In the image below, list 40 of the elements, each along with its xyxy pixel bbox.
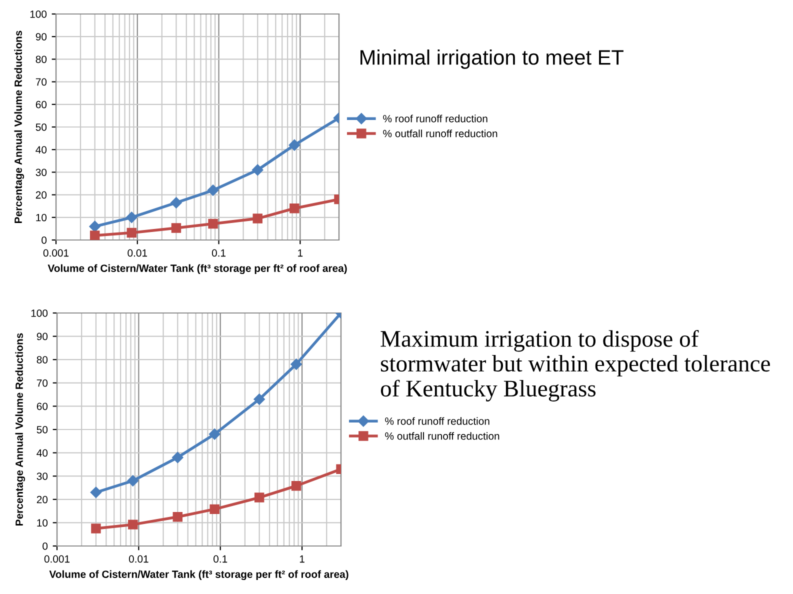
x-tick-label: 0.01	[128, 249, 148, 257]
y-tick-label: 100	[31, 310, 48, 317]
y-tick-label: 40	[36, 146, 47, 154]
y-tick-label: 70	[36, 379, 48, 387]
y-tick-label: 20	[36, 191, 47, 199]
y-tick-label: 50	[36, 426, 48, 434]
y-tick-label: 60	[36, 100, 47, 108]
y-tick-label: 40	[36, 449, 48, 457]
y-tick-label: 100	[30, 10, 47, 18]
text: Maximum irrigation to dispose of stormwater but within expected tolerance of Kentucky Bluegrass	[380, 330, 770, 402]
y-tick-label: 50	[36, 124, 47, 131]
legend-label: % roof runoff reduction	[385, 417, 490, 425]
text: Minimal irrigation to meet ET	[360, 49, 624, 69]
x-axis-title: Volume of Cistern/Water Tank (ft³ storage per ft² of roof area)	[49, 570, 348, 580]
y-axis-title: Percentage Annual Volume Reductions	[15, 333, 26, 526]
x-tick-label: 1	[300, 555, 304, 563]
x-tick-label: 1	[298, 249, 303, 257]
y-tick-label: 10	[37, 519, 48, 527]
x-tick-label: 0.1	[212, 249, 226, 257]
y-tick-label: 80	[36, 356, 48, 364]
y-tick-label: 0	[42, 236, 47, 244]
y-tick-label: 30	[36, 472, 48, 480]
y-tick-label: 0	[42, 542, 48, 550]
y-tick-label: 90	[36, 332, 48, 340]
y-tick-label: 10	[36, 214, 47, 222]
y-tick-label: 70	[36, 78, 47, 86]
y-tick-label: 20	[36, 496, 48, 504]
y-tick-label: 80	[36, 56, 47, 64]
y-axis-title: Percentage Annual Volume Reductions	[14, 30, 24, 223]
x-tick-label: 0.01	[128, 555, 148, 563]
y-tick-label: 90	[36, 33, 47, 40]
x-tick-label: 0.001	[43, 249, 69, 257]
legend-label: % roof runoff reduction	[383, 114, 488, 122]
legend-label: % outfall runoff reduction	[383, 130, 498, 138]
y-tick-label: 60	[36, 402, 48, 410]
x-tick-label: 0.1	[214, 555, 228, 563]
x-tick-label: 0.001	[44, 555, 70, 563]
y-tick-label: 30	[36, 168, 47, 176]
legend-label: % outfall runoff reduction	[385, 432, 500, 440]
x-axis-title: Volume of Cistern/Water Tank (ft³ storage per ft² of roof area)	[48, 264, 347, 274]
